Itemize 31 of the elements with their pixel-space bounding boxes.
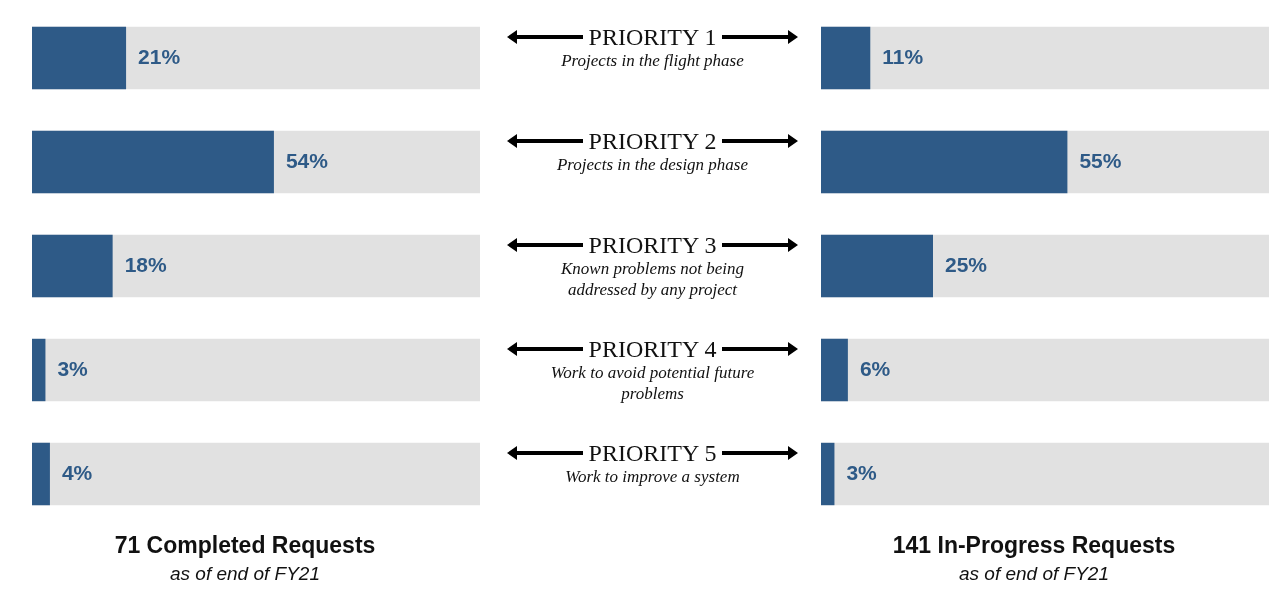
text: as of end of FY21 xyxy=(958,563,1110,585)
text: Work to improve a system xyxy=(564,465,741,487)
bar xyxy=(32,338,46,402)
bar xyxy=(821,338,848,402)
data-label: 4% xyxy=(61,460,93,484)
y-tick-label: PRIORITY 2 xyxy=(588,127,717,154)
y-tick-label: PRIORITY 4 xyxy=(588,335,717,362)
data-label: 54% xyxy=(285,148,329,172)
data-label: 55% xyxy=(1079,148,1122,172)
text: as of end of FY21 xyxy=(169,563,321,585)
data-label: 18% xyxy=(124,252,167,276)
text: 141 In-Progress Requests xyxy=(891,532,1177,559)
data-label: 11% xyxy=(882,44,924,68)
data-label: 3% xyxy=(846,460,878,484)
data-label: 25% xyxy=(945,252,988,276)
bar xyxy=(821,26,871,90)
text: Known problems not being addressed by any project xyxy=(559,257,746,300)
text: Projects in the design phase xyxy=(555,153,750,175)
bar xyxy=(32,234,113,298)
bar xyxy=(821,442,835,506)
data-label: 6% xyxy=(859,356,891,380)
text: Projects in the flight phase xyxy=(560,49,745,71)
data-label: 3% xyxy=(57,356,89,380)
y-tick-label: PRIORITY 3 xyxy=(588,231,717,258)
text: 71 Completed Requests xyxy=(113,532,377,559)
y-tick-label: PRIORITY 5 xyxy=(588,439,717,466)
bar xyxy=(32,442,50,506)
bar xyxy=(32,26,127,90)
y-tick-label: PRIORITY 1 xyxy=(588,23,717,50)
text: Work to avoid potential future problems xyxy=(549,361,756,404)
data-label: 21% xyxy=(138,44,181,68)
